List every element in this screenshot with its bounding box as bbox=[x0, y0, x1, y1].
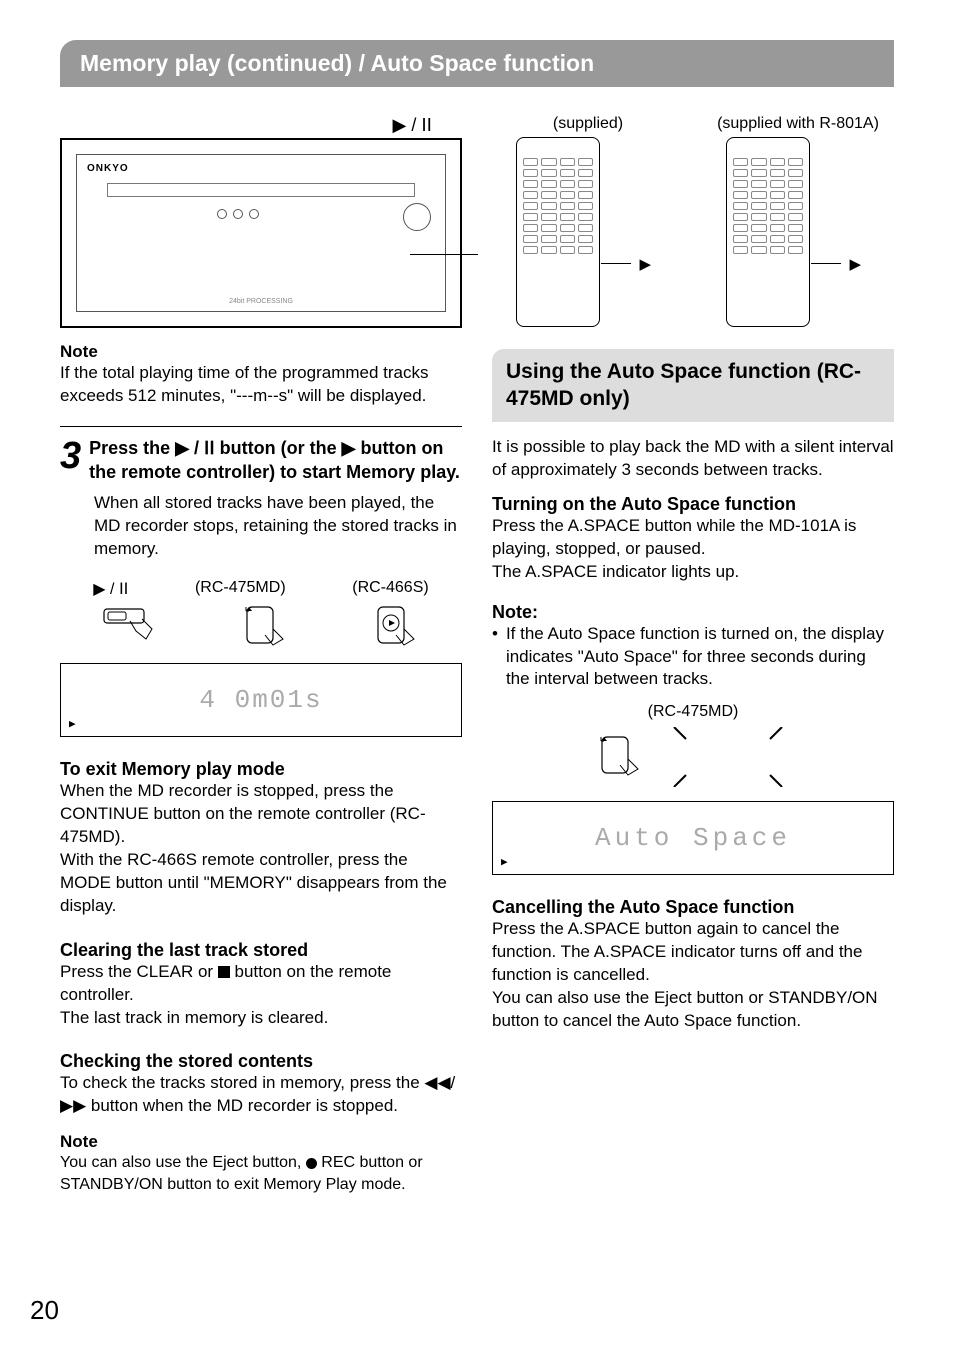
right-column: (supplied) ▶ bbox=[492, 115, 894, 1196]
supplied-label-b: (supplied with R-801A) bbox=[702, 115, 894, 133]
hand-press-icon bbox=[102, 605, 158, 649]
cancel-heading: Cancelling the Auto Space function bbox=[492, 897, 894, 918]
rc475-label: (RC-475MD) bbox=[195, 579, 286, 599]
lcd-text: 4 0m01s bbox=[199, 685, 322, 715]
play-pause-small-label: ▶ / ⅠⅠ bbox=[93, 579, 128, 599]
step-number: 3 bbox=[60, 439, 81, 473]
stop-icon bbox=[218, 966, 230, 978]
step-title: Press the ▶ / ⅠⅠ button (or the ▶ button… bbox=[89, 437, 462, 484]
turn-on-text: Press the A.SPACE button while the MD-10… bbox=[492, 515, 894, 584]
turn-on-heading: Turning on the Auto Space function bbox=[492, 494, 894, 515]
note-heading-right: Note: bbox=[492, 602, 894, 623]
step-3: 3 Press the ▶ / ⅠⅠ button (or the ▶ butt… bbox=[60, 437, 462, 484]
check-text: To check the tracks stored in memory, pr… bbox=[60, 1072, 462, 1118]
supplied-label-a: (supplied) bbox=[492, 115, 684, 133]
note-text: If the total playing time of the program… bbox=[60, 362, 462, 408]
lcd-play-icon: ▶ bbox=[69, 717, 78, 730]
divider bbox=[60, 426, 462, 427]
page-header: Memory play (continued) / Auto Space fun… bbox=[60, 40, 894, 87]
play-icon: ▶ bbox=[849, 255, 861, 273]
clear-heading: Clearing the last track stored bbox=[60, 940, 462, 961]
remote-press-icon-b bbox=[374, 605, 420, 649]
exit-heading: To exit Memory play mode bbox=[60, 759, 462, 780]
rc466-label: (RC-466S) bbox=[352, 579, 428, 599]
rc-label: (RC-475MD) bbox=[492, 703, 894, 721]
clear-text: Press the CLEAR or button on the remote … bbox=[60, 961, 462, 1030]
left-column: ▶ / ⅠⅠ ONKYO 24bit PROCESSING Note If th… bbox=[60, 115, 462, 1196]
play-pause-icon: ▶ / ⅠⅠ bbox=[175, 437, 214, 460]
lcd-play-icon: ▶ bbox=[501, 855, 510, 868]
remote-press-icon bbox=[598, 735, 644, 779]
cancel-text: Press the A.SPACE button again to cancel… bbox=[492, 918, 894, 1033]
device-illustration: ONKYO 24bit PROCESSING bbox=[60, 138, 462, 328]
remote-b: ▶ bbox=[726, 137, 810, 327]
auto-space-icons bbox=[492, 727, 894, 787]
remotes-illustration: (supplied) ▶ bbox=[492, 115, 894, 327]
auto-space-intro: It is possible to play back the MD with … bbox=[492, 436, 894, 482]
note-heading: Note bbox=[60, 342, 462, 362]
play-pause-icon-label: ▶ / ⅠⅠ bbox=[60, 115, 462, 136]
note2-text: You can also use the Eject button, REC b… bbox=[60, 1152, 462, 1195]
step-body: When all stored tracks have been played,… bbox=[94, 492, 462, 561]
remote-icons-row bbox=[60, 605, 462, 649]
sparkle-icon bbox=[668, 727, 788, 787]
remote-press-icon-a bbox=[243, 605, 289, 649]
device-brand: ONKYO bbox=[87, 163, 129, 174]
lcd-display-1: 4 0m01s ▶ bbox=[60, 663, 462, 737]
note2-heading: Note bbox=[60, 1132, 462, 1152]
remote-labels-row: ▶ / ⅠⅠ (RC-475MD) (RC-466S) bbox=[60, 579, 462, 599]
play-icon: ▶ bbox=[639, 255, 651, 273]
bullet-icon: • bbox=[492, 623, 498, 692]
page-number: 20 bbox=[30, 1295, 59, 1326]
play-icon: ▶ bbox=[342, 437, 356, 460]
auto-space-subheader: Using the Auto Space function (RC-475MD … bbox=[492, 349, 894, 422]
rec-icon bbox=[306, 1158, 317, 1169]
lcd-display-2: Auto Space ▶ bbox=[492, 801, 894, 875]
note-bullet: • If the Auto Space function is turned o… bbox=[492, 623, 894, 692]
check-heading: Checking the stored contents bbox=[60, 1051, 462, 1072]
exit-text: When the MD recorder is stopped, press t… bbox=[60, 780, 462, 918]
lcd-text-2: Auto Space bbox=[595, 823, 791, 853]
remote-a: ▶ bbox=[516, 137, 600, 327]
